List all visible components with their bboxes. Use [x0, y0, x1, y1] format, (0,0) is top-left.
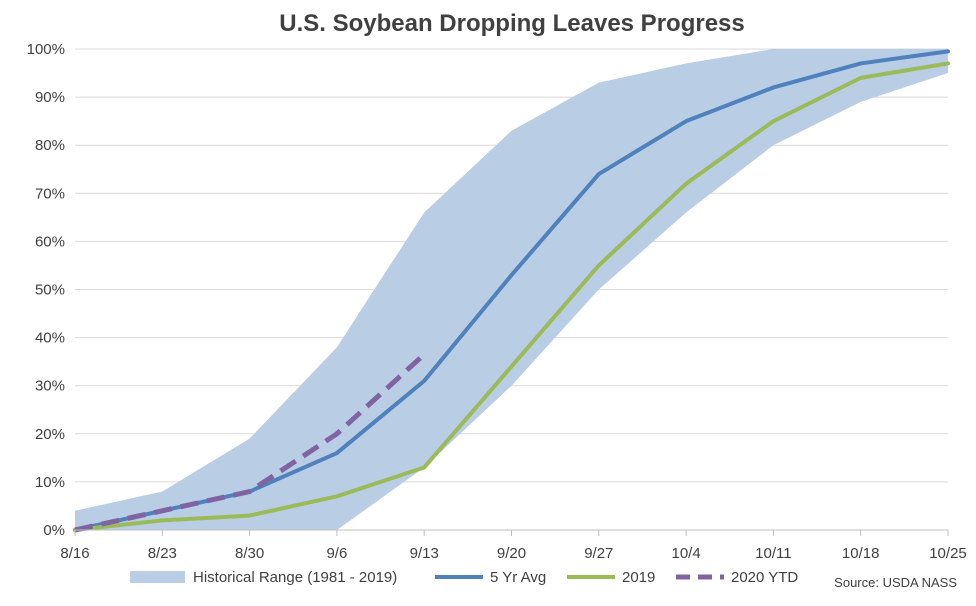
- x-tick-label: 8/23: [148, 545, 177, 562]
- legend-label-5-yr-avg: 5 Yr Avg: [490, 569, 546, 586]
- y-tick-label: 0%: [43, 522, 65, 539]
- legend-swatch-historical-range: [130, 571, 185, 583]
- legend-label-2020-ytd: 2020 YTD: [731, 569, 798, 586]
- y-tick-label: 50%: [35, 282, 65, 299]
- y-tick-label: 20%: [35, 426, 65, 443]
- series-line-2020-ytd: [74, 352, 426, 533]
- x-tick-label: 9/6: [326, 545, 347, 562]
- source-note: Source: USDA NASS: [834, 575, 957, 590]
- band-layer: [75, 49, 948, 530]
- y-tick-label: 60%: [35, 233, 65, 250]
- x-tick-label: 8/16: [60, 545, 89, 562]
- series-line-2019: [73, 61, 950, 532]
- y-tick-label: 80%: [35, 137, 65, 154]
- y-tick-label: 40%: [35, 330, 65, 347]
- x-tick-label: 9/27: [584, 545, 613, 562]
- y-tick-label: 90%: [35, 89, 65, 106]
- x-tick-label: 10/11: [755, 545, 791, 562]
- historical-range-band: [75, 49, 948, 530]
- x-tick-label: 9/13: [410, 545, 439, 562]
- x-tick-label: 10/25: [929, 545, 967, 562]
- legend: Historical Range (1981 - 2019) 5 Yr Avg 20…: [130, 569, 798, 586]
- x-tick-label: 9/20: [497, 545, 526, 562]
- y-tick-label: 30%: [35, 378, 65, 395]
- axis-layer: 0% 10% 20% 30% 40% 50% 60% 70% 80% 90% 100% 8/16 8/2…: [27, 41, 967, 562]
- y-tick-label: 70%: [35, 185, 65, 202]
- x-tick-label: 10/18: [842, 545, 880, 562]
- x-tick-label: 8/30: [235, 545, 264, 562]
- y-tick-label: 100%: [27, 41, 65, 58]
- chart-title: U.S. Soybean Dropping Leaves Progress: [279, 10, 744, 37]
- x-tick-label: 10/4: [671, 545, 700, 562]
- y-tick-label: 10%: [35, 474, 65, 491]
- legend-label-2019: 2019: [622, 569, 655, 586]
- legend-label-historical-range: Historical Range (1981 - 2019): [193, 569, 397, 586]
- series-layer: [73, 49, 950, 533]
